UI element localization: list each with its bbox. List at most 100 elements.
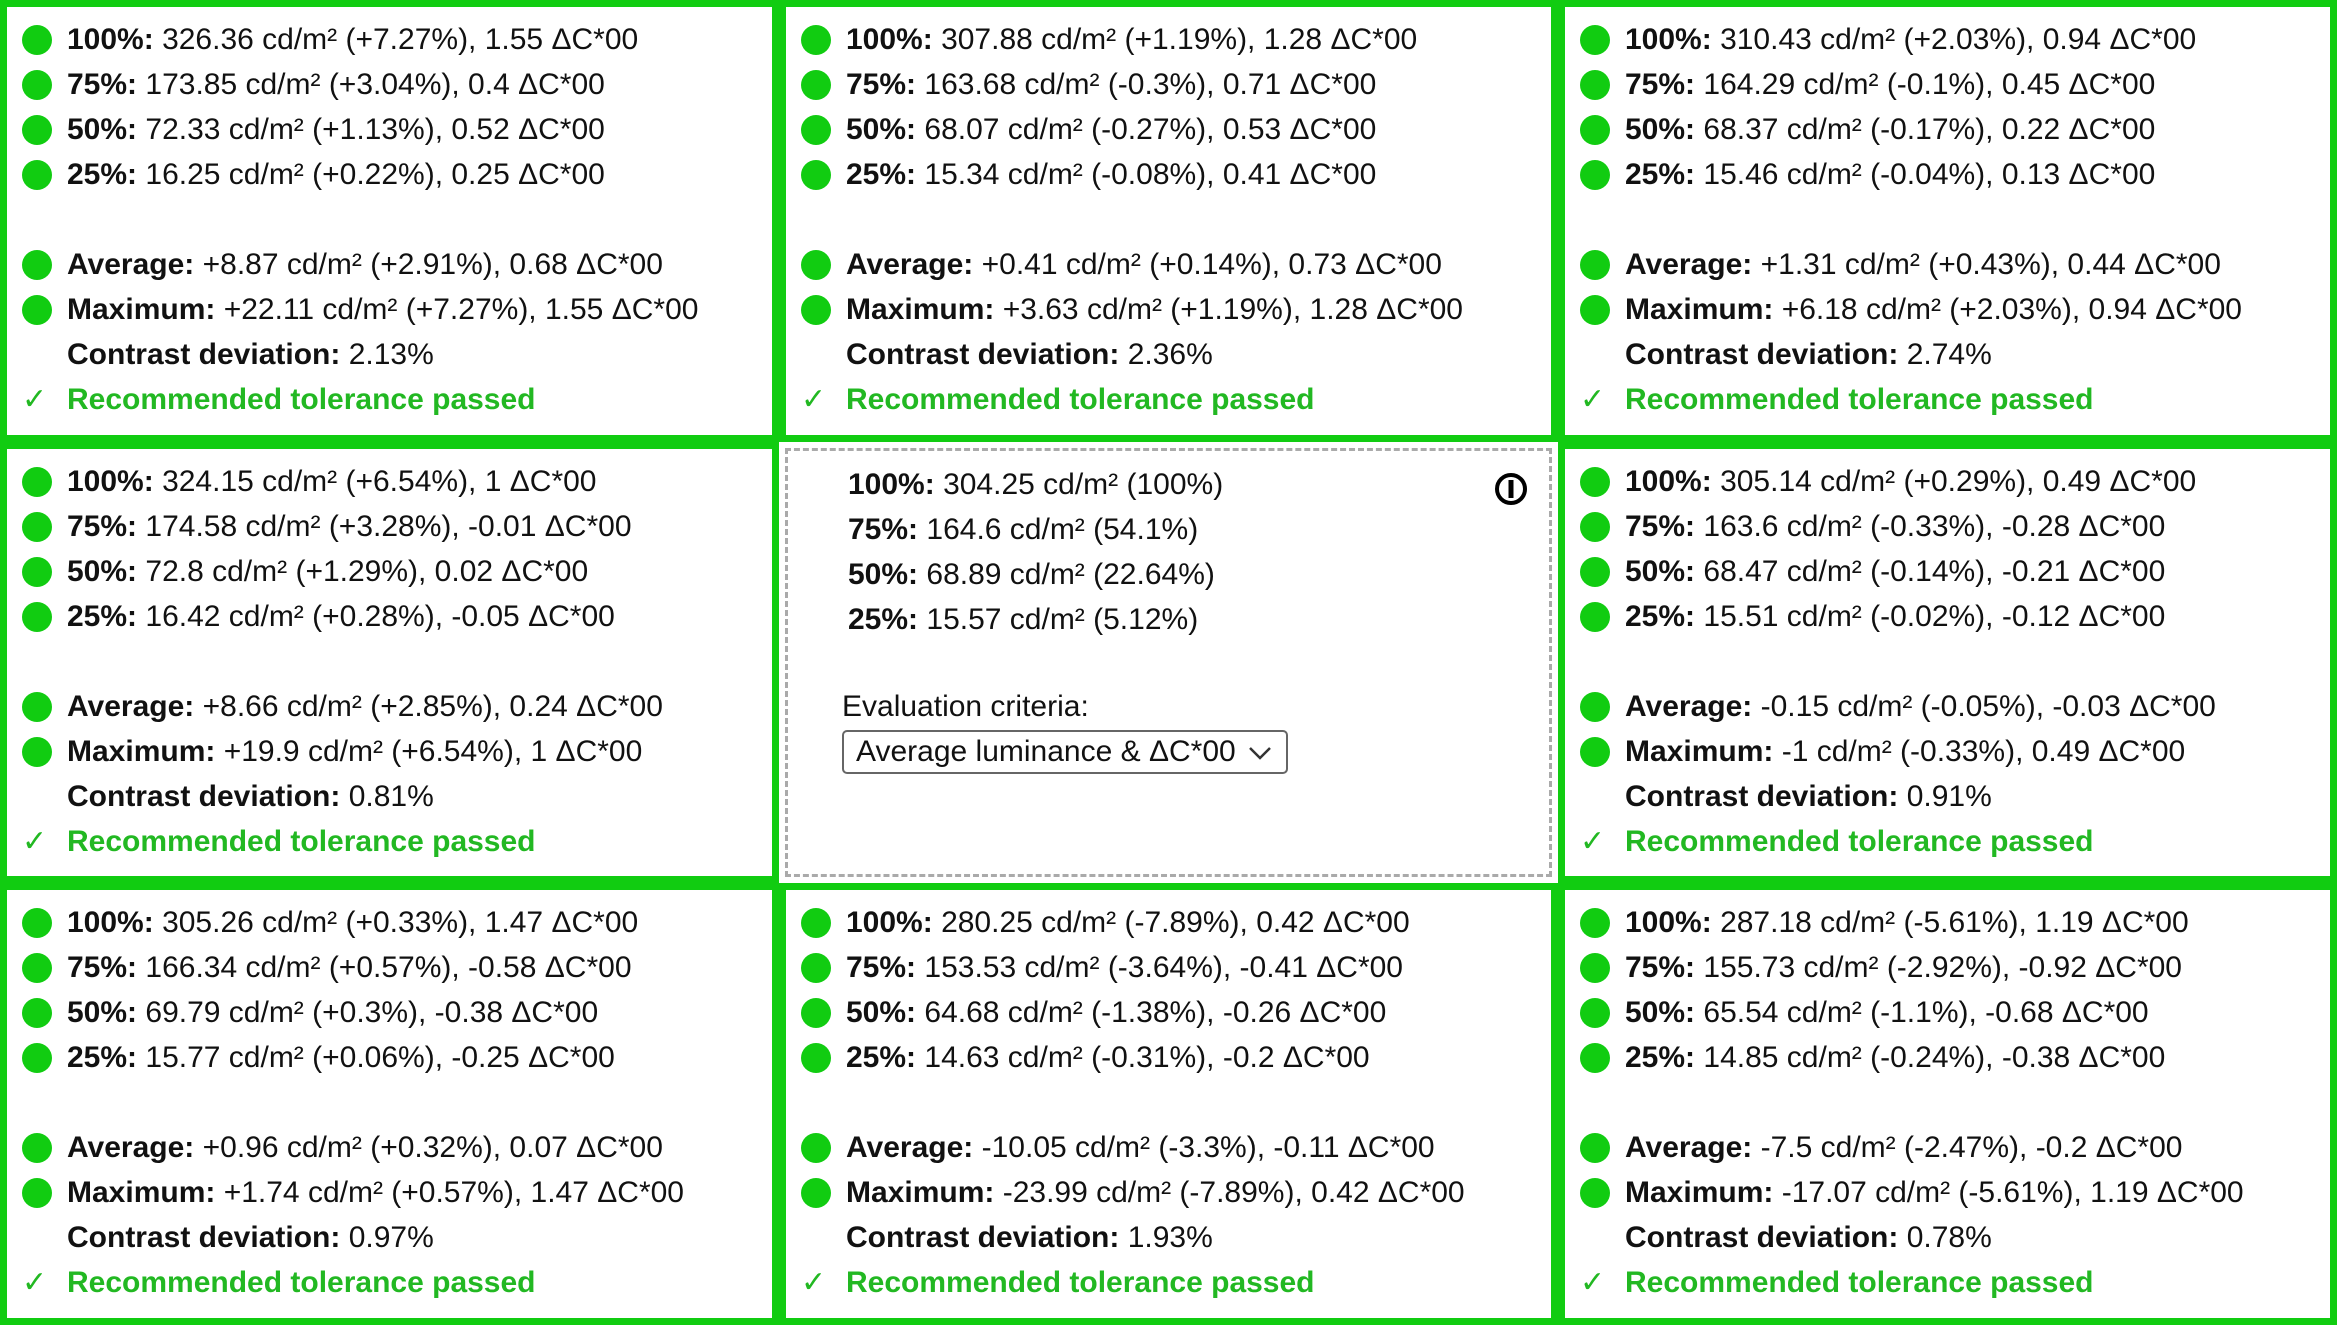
status-line: ✓ Recommended tolerance passed xyxy=(22,820,536,864)
level-line: 100%: 305.14 cd/m² (+0.29%), 0.49 ΔC*00 xyxy=(1625,460,2196,504)
contrast-line-label: Contrast deviation: xyxy=(1625,1221,1899,1255)
level-line-value: 163.68 cd/m² (-0.3%), 0.71 ΔC*00 xyxy=(924,68,1377,101)
status-mark: ✓ xyxy=(801,383,827,416)
level-line-label: 100%: xyxy=(848,467,935,501)
contrast-line: Contrast deviation: 2.74% xyxy=(1625,333,1992,377)
info-icon[interactable] xyxy=(1493,471,1529,507)
level-line: 25%: 15.77 cd/m² (+0.06%), -0.25 ΔC*00 xyxy=(67,1036,615,1080)
level-line-value: 14.85 cd/m² (-0.24%), -0.38 ΔC*00 xyxy=(1703,1041,2166,1075)
summary-line-value: +3.63 cd/m² (+1.19%), 1.28 ΔC*00 xyxy=(1002,293,1463,326)
summary-line-value: -17.07 cd/m² (-5.61%), 1.19 ΔC*00 xyxy=(1781,1176,2244,1210)
summary-line-value: +0.96 cd/m² (+0.32%), 0.07 ΔC*00 xyxy=(202,1131,663,1165)
level-line: 50%: 68.07 cd/m² (-0.27%), 0.53 ΔC*00 xyxy=(846,108,1376,152)
status-dot xyxy=(1580,1043,1610,1074)
chevron-path xyxy=(1248,746,1271,760)
summary-line-value: +1.31 cd/m² (+0.43%), 0.44 ΔC*00 xyxy=(1760,248,2221,281)
status-dot xyxy=(22,691,52,722)
contrast-line: Contrast deviation: 0.97% xyxy=(67,1216,434,1260)
level-line: 75%: 163.6 cd/m² (-0.33%), -0.28 ΔC*00 xyxy=(1625,505,2165,549)
contrast-line-value: 0.81% xyxy=(348,779,434,813)
summary-line: Average: -0.15 cd/m² (-0.05%), -0.03 ΔC*… xyxy=(1625,685,2216,729)
level-line-value: 72.33 cd/m² (+1.13%), 0.52 ΔC*00 xyxy=(145,113,605,146)
level-line-label: 100%: xyxy=(1625,906,1712,940)
summary-line: Average: +0.41 cd/m² (+0.14%), 0.73 ΔC*0… xyxy=(846,243,1442,287)
status-dot xyxy=(801,115,831,145)
level-line-value: 153.53 cd/m² (-3.64%), -0.41 ΔC*00 xyxy=(924,951,1403,985)
level-line-label: 25%: xyxy=(67,599,138,633)
level-line-label: 25%: xyxy=(846,1041,917,1075)
summary-line: Maximum: +1.74 cd/m² (+0.57%), 1.47 ΔC*0… xyxy=(67,1171,684,1215)
criteria-select[interactable]: Average luminance & ΔC*00 xyxy=(842,729,1288,774)
level-line: 75%: 153.53 cd/m² (-3.64%), -0.41 ΔC*00 xyxy=(846,946,1403,990)
level-line-label: 75%: xyxy=(67,951,138,985)
summary-line-value: +19.9 cd/m² (+6.54%), 1 ΔC*00 xyxy=(223,734,643,768)
level-line-label: 50%: xyxy=(67,113,138,146)
level-line: 75%: 164.6 cd/m² (54.1%) xyxy=(848,508,1198,552)
level-line: 75%: 163.68 cd/m² (-0.3%), 0.71 ΔC*00 xyxy=(846,63,1376,107)
status-dot xyxy=(1580,556,1610,587)
level-line-label: 50%: xyxy=(848,557,919,591)
contrast-line-value: 2.36% xyxy=(1127,338,1213,371)
level-line-label: 50%: xyxy=(67,554,138,588)
level-line-value: 310.43 cd/m² (+2.03%), 0.94 ΔC*00 xyxy=(1720,23,2197,56)
level-line-value: 280.25 cd/m² (-7.89%), 0.42 ΔC*00 xyxy=(941,906,1410,940)
level-line-label: 75%: xyxy=(1625,68,1696,101)
status-dot xyxy=(22,115,52,145)
contrast-line-value: 0.97% xyxy=(348,1221,434,1255)
summary-line-label: Maximum: xyxy=(67,1176,216,1210)
status-dot xyxy=(1580,953,1610,984)
summary-line: Average: -10.05 cd/m² (-3.3%), -0.11 ΔC*… xyxy=(846,1126,1435,1170)
level-line-label: 50%: xyxy=(1625,113,1696,146)
level-line: 75%: 173.85 cd/m² (+3.04%), 0.4 ΔC*00 xyxy=(67,63,605,107)
result-cell: 100%: 287.18 cd/m² (-5.61%), 1.19 ΔC*00 7… xyxy=(1558,883,2337,1325)
status-dot xyxy=(801,998,831,1029)
level-line: 25%: 15.46 cd/m² (-0.04%), 0.13 ΔC*00 xyxy=(1625,153,2155,197)
level-line-label: 100%: xyxy=(1625,464,1712,498)
level-line-value: 65.54 cd/m² (-1.1%), -0.68 ΔC*00 xyxy=(1703,996,2149,1030)
reference-cell: 100%: 304.25 cd/m² (100%) 75%: 164.6 cd/m… xyxy=(785,447,1552,878)
level-line-value: 68.07 cd/m² (-0.27%), 0.53 ΔC*00 xyxy=(924,113,1377,146)
result-cell: 100%: 280.25 cd/m² (-7.89%), 0.42 ΔC*00 7… xyxy=(779,883,1558,1325)
summary-line-value: +0.41 cd/m² (+0.14%), 0.73 ΔC*00 xyxy=(981,248,1442,281)
level-line-value: 304.25 cd/m² (100%) xyxy=(943,467,1224,501)
level-line-value: 15.46 cd/m² (-0.04%), 0.13 ΔC*00 xyxy=(1703,158,2156,191)
result-cell: 100%: 305.26 cd/m² (+0.33%), 1.47 ΔC*00 7… xyxy=(0,883,779,1325)
summary-line: Average: -7.5 cd/m² (-2.47%), -0.2 ΔC*00 xyxy=(1625,1126,2182,1170)
contrast-line: Contrast deviation: 0.81% xyxy=(67,775,434,819)
level-line-value: 305.14 cd/m² (+0.29%), 0.49 ΔC*00 xyxy=(1720,464,2197,498)
level-line-label: 25%: xyxy=(1625,599,1696,633)
level-line: 50%: 68.47 cd/m² (-0.14%), -0.21 ΔC*00 xyxy=(1625,550,2165,594)
status-line: ✓ Recommended tolerance passed xyxy=(22,1261,536,1305)
contrast-line-value: 2.74% xyxy=(1906,338,1992,371)
level-line: 75%: 174.58 cd/m² (+3.28%), -0.01 ΔC*00 xyxy=(67,505,632,549)
summary-line: Maximum: +6.18 cd/m² (+2.03%), 0.94 ΔC*0… xyxy=(1625,288,2242,332)
level-line-value: 68.89 cd/m² (22.64%) xyxy=(926,557,1215,591)
level-line-label: 75%: xyxy=(846,951,917,985)
contrast-line-label: Contrast deviation: xyxy=(67,779,341,813)
status-dot xyxy=(1580,1133,1610,1164)
contrast-line-label: Contrast deviation: xyxy=(846,1221,1120,1255)
summary-line: Maximum: -1 cd/m² (-0.33%), 0.49 ΔC*00 xyxy=(1625,730,2185,774)
status-mark: ✓ xyxy=(22,1266,48,1300)
contrast-line-value: 0.91% xyxy=(1906,779,1992,813)
status-dot xyxy=(1580,908,1610,939)
summary-line-value: -10.05 cd/m² (-3.3%), -0.11 ΔC*00 xyxy=(981,1131,1435,1165)
contrast-line-label: Contrast deviation: xyxy=(67,338,341,371)
status-dot xyxy=(22,25,52,55)
summary-line-label: Average: xyxy=(846,1131,974,1165)
status-dot xyxy=(1580,691,1610,722)
level-line: 25%: 15.57 cd/m² (5.12%) xyxy=(848,598,1198,642)
result-cell: 100%: 307.88 cd/m² (+1.19%), 1.28 ΔC*00 7… xyxy=(779,0,1558,442)
level-line: 75%: 164.29 cd/m² (-0.1%), 0.45 ΔC*00 xyxy=(1625,63,2155,107)
summary-line-value: +1.74 cd/m² (+0.57%), 1.47 ΔC*00 xyxy=(223,1176,684,1210)
status-text: Recommended tolerance passed xyxy=(67,383,536,416)
result-cell: 100%: 324.15 cd/m² (+6.54%), 1 ΔC*00 75%:… xyxy=(0,441,779,884)
level-line-value: 324.15 cd/m² (+6.54%), 1 ΔC*00 xyxy=(162,464,597,498)
level-line: 25%: 14.63 cd/m² (-0.31%), -0.2 ΔC*00 xyxy=(846,1036,1370,1080)
summary-line-label: Maximum: xyxy=(1625,734,1774,768)
status-dot xyxy=(801,250,831,280)
status-dot xyxy=(801,160,831,190)
summary-line-value: +22.11 cd/m² (+7.27%), 1.55 ΔC*00 xyxy=(223,293,699,326)
summary-line-label: Maximum: xyxy=(846,293,995,326)
level-line-label: 75%: xyxy=(67,509,138,543)
